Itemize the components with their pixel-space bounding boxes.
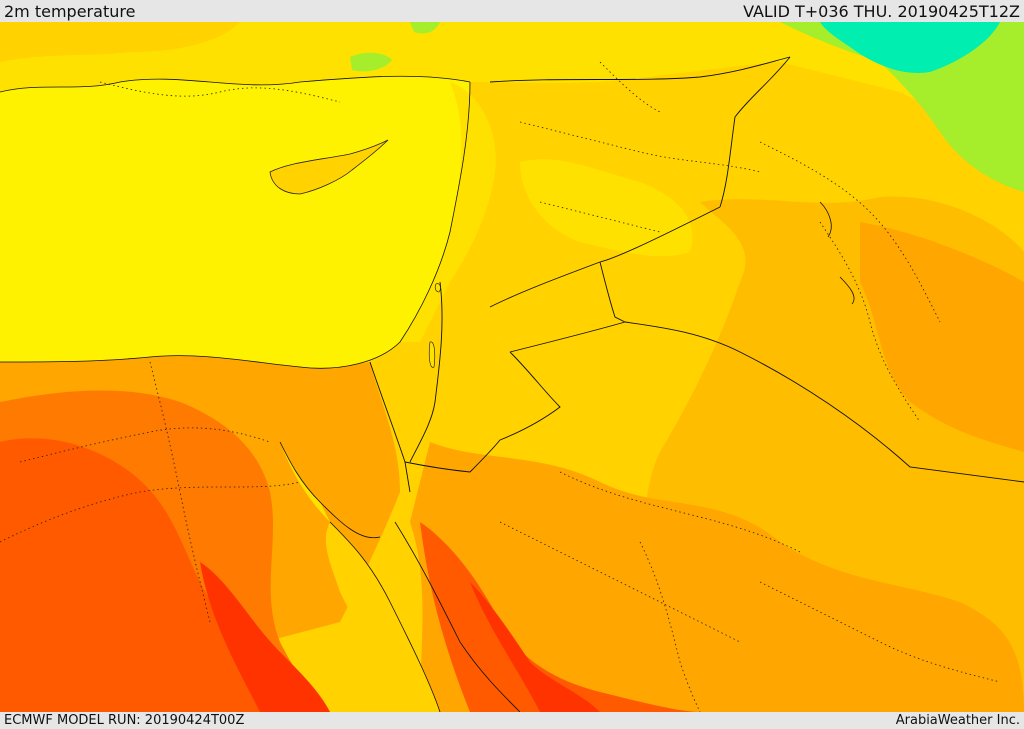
red-sea	[325, 522, 440, 712]
map-canvas	[0, 22, 1024, 712]
temp-zone-hejaz-hot	[470, 582, 600, 712]
province-boundaries	[0, 61, 1001, 712]
map-title: 2m temperature	[4, 2, 136, 21]
coastlines	[0, 75, 855, 712]
temp-zone-cool-cyan	[820, 22, 1000, 73]
cyprus	[269, 139, 389, 195]
model-run: ECMWF MODEL RUN: 20190424T00Z	[4, 713, 245, 728]
temp-zone-turkey-orange	[0, 22, 240, 62]
credit-label: ArabiaWeather Inc.	[895, 713, 1020, 728]
footer-bar: ECMWF MODEL RUN: 20190424T00Z ArabiaWeat…	[0, 712, 1024, 729]
header-bar: 2m temperature VALID T+036 THU. 20190425…	[0, 0, 1024, 22]
temp-zone-egypt-red	[0, 438, 290, 712]
temperature-map	[0, 22, 1024, 712]
temp-zone-turkey	[0, 22, 1024, 142]
gulf-of-suez	[280, 442, 330, 522]
valid-time: VALID T+036 THU. 20190425T12Z	[743, 2, 1020, 21]
country-borders	[369, 56, 1024, 493]
temp-zone-south-orange	[410, 442, 1024, 712]
temp-zone-hejaz-red	[420, 522, 700, 712]
temp-zone-green-patch	[350, 52, 392, 72]
temp-zone-east-deep	[860, 222, 1024, 452]
mediterranean-sea	[0, 76, 470, 369]
temp-zone-syria-light	[520, 159, 693, 257]
temp-zone-egypt-hot	[200, 562, 330, 712]
temp-zone-cool-green	[780, 22, 1024, 192]
temp-zone-green-patch-2	[410, 22, 440, 34]
dead-sea	[428, 341, 436, 368]
lake-tiberias	[434, 283, 441, 293]
temp-zone-levant-coast	[400, 82, 496, 342]
